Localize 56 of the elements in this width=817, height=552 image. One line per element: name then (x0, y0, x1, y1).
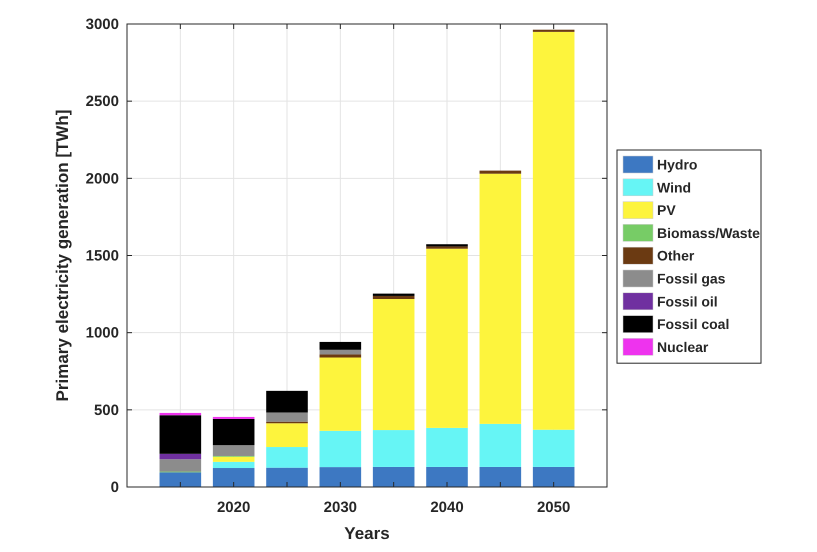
bar (320, 354, 362, 358)
bar (320, 467, 362, 487)
bar (320, 350, 362, 354)
y-tick-label: 2500 (86, 93, 119, 110)
bar (160, 415, 202, 454)
bar (320, 430, 362, 468)
legend-label: Other (657, 248, 695, 264)
bar (320, 358, 362, 431)
bar (372, 466, 414, 487)
bar (160, 454, 202, 460)
bar (212, 456, 254, 462)
y-tick-label: 500 (94, 402, 119, 419)
legend-label: Fossil gas (657, 270, 726, 286)
bar (426, 428, 468, 467)
bar (480, 466, 522, 487)
y-tick-label: 2000 (86, 170, 119, 188)
bar (372, 299, 414, 430)
bar (372, 296, 414, 300)
x-tick-label: 2040 (430, 499, 464, 516)
bar (160, 472, 202, 487)
y-tick-label: 3000 (86, 16, 119, 33)
bar (480, 174, 522, 424)
x-axis-title: Years (344, 524, 390, 543)
y-tick-label: 0 (110, 479, 119, 496)
bar (532, 32, 574, 430)
bar (160, 459, 202, 472)
bar (266, 390, 308, 412)
bar (266, 468, 308, 487)
bar (212, 462, 254, 468)
bar (212, 445, 254, 456)
bar (480, 170, 522, 174)
legend-label: Fossil coal (657, 316, 730, 332)
bar (480, 424, 522, 467)
x-tick-label: 2020 (216, 499, 250, 516)
x-tick-label: 2030 (324, 499, 358, 516)
y-axis-title: Primary electricity generation [TWh] (53, 110, 72, 402)
legend-label: Hydro (657, 156, 698, 172)
bar (266, 423, 308, 448)
bar (212, 418, 254, 446)
y-tick-label: 1500 (86, 248, 119, 264)
legend-label: PV (657, 202, 676, 218)
legend-label: Biomass/Waste (657, 224, 760, 241)
legend-label: Nuclear (657, 338, 709, 355)
bar (266, 447, 308, 468)
bar (212, 468, 254, 487)
legend-label: Fossil oil (657, 293, 718, 310)
y-tick-label: 1000 (86, 324, 119, 342)
bar (426, 248, 468, 428)
legend-label: Wind (657, 179, 692, 196)
bar (320, 342, 362, 350)
bar (372, 430, 414, 467)
x-tick-label: 2050 (536, 499, 570, 516)
bar (532, 466, 574, 487)
bar (532, 430, 574, 467)
bar (266, 412, 308, 422)
bar (426, 466, 468, 487)
